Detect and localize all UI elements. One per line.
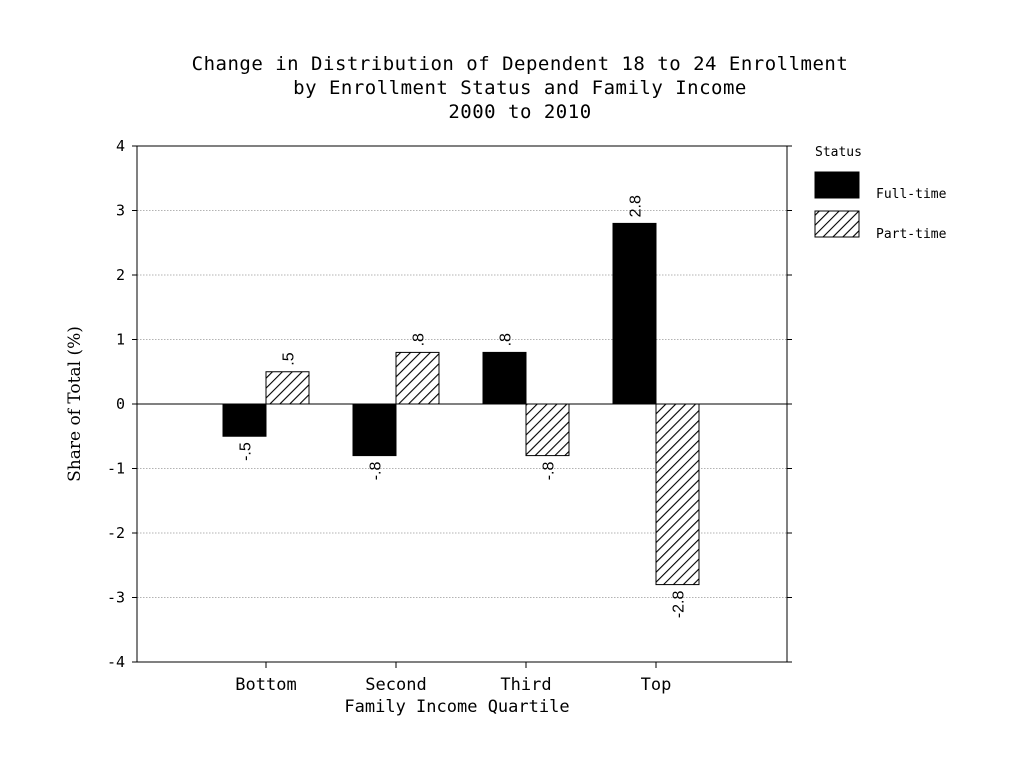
y-tick-label: -1 xyxy=(107,460,125,478)
data-label: -.8 xyxy=(368,461,385,480)
data-label: .8 xyxy=(411,333,428,346)
y-tick-label: -3 xyxy=(107,589,125,607)
legend-label-full-time: Full-time xyxy=(876,187,947,202)
data-label: .5 xyxy=(281,352,298,365)
y-tick-label: -4 xyxy=(107,653,125,671)
y-tick-label: 1 xyxy=(116,331,125,349)
chart-title: Change in Distribution of Dependent 18 t… xyxy=(0,52,1024,124)
data-label: -.8 xyxy=(541,461,558,480)
chart-title-line-2: by Enrollment Status and Family Income xyxy=(293,77,747,99)
x-tick-label: Third xyxy=(500,675,551,695)
legend-title: Status xyxy=(815,145,862,160)
data-label: -2.8 xyxy=(671,591,688,619)
y-tick-label: 3 xyxy=(116,202,125,220)
bar-full-time-top xyxy=(612,222,657,405)
x-tick-label: Second xyxy=(365,675,426,695)
y-axis-title: Share of Total (%) xyxy=(65,326,85,482)
data-labels: -.5 .5 -.8 .8 .8 -.8 2.8 -2.8 xyxy=(238,195,688,618)
chart-title-line-1: Change in Distribution of Dependent 18 t… xyxy=(191,53,849,75)
bars xyxy=(222,222,700,586)
y-tick-label: -2 xyxy=(107,524,125,542)
y-tick-label: 4 xyxy=(116,137,125,155)
y-tick-label: 0 xyxy=(116,395,125,413)
bar-part-time-second xyxy=(395,351,440,405)
x-axis-title: Family Income Quartile xyxy=(344,697,569,717)
legend: Status Full-time Part-time xyxy=(814,145,947,242)
bar-full-time-bottom xyxy=(222,403,267,437)
legend-label-part-time: Part-time xyxy=(876,227,947,242)
x-tick-label: Top xyxy=(641,675,672,695)
legend-swatch-full-time xyxy=(814,171,860,199)
data-label: 2.8 xyxy=(628,195,645,217)
x-tick-label: Bottom xyxy=(235,675,296,695)
bar-part-time-top xyxy=(655,403,700,586)
bar-full-time-second xyxy=(352,403,397,457)
grid-lines xyxy=(137,210,787,598)
data-label: .8 xyxy=(498,333,515,346)
bar-full-time-third xyxy=(482,351,527,405)
legend-swatch-part-time xyxy=(814,210,860,238)
bar-part-time-bottom xyxy=(265,371,310,405)
y-tick-label: 2 xyxy=(116,266,125,284)
bar-part-time-third xyxy=(525,403,570,457)
chart-title-line-3: 2000 to 2010 xyxy=(448,101,592,123)
axis-ticks: 4 3 2 1 0 -1 -2 -3 -4 Bottom Second Third Top xyxy=(107,137,792,695)
data-label: -.5 xyxy=(238,442,255,461)
